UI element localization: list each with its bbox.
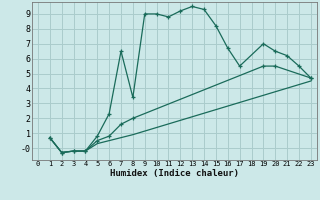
X-axis label: Humidex (Indice chaleur): Humidex (Indice chaleur) [110, 169, 239, 178]
